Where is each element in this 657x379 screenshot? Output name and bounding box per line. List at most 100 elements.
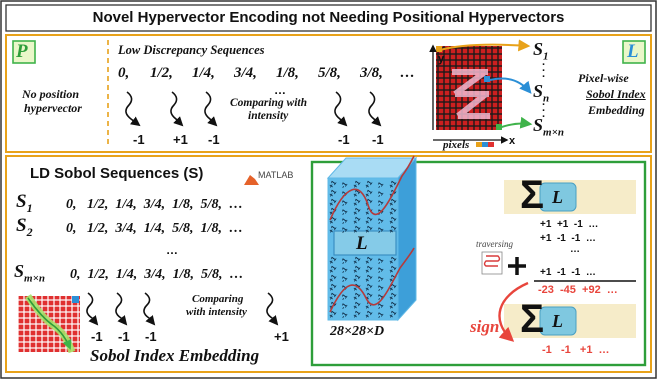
arrow-1 — [125, 91, 141, 127]
cube-sign-glyph: -1 — [376, 257, 385, 266]
grid-bottom-blue-pixel — [72, 296, 79, 303]
cube-sign-glyph: -1 — [340, 293, 349, 302]
cube-sign-glyph: +1 — [364, 216, 374, 227]
cube-sign-glyph: +1 — [352, 256, 362, 267]
cube-sign-glyph: +1 — [352, 180, 362, 191]
seq-4: 1/8, — [276, 65, 299, 81]
cube-sign-glyph: -1 — [376, 293, 385, 302]
row-2: +1 -1 -1 … — [540, 233, 596, 244]
cube-sign-glyph: +1 — [364, 283, 374, 294]
arrow-sn — [489, 77, 532, 94]
cube-sign-glyph: -1 — [376, 284, 385, 293]
cube-sign-glyph: +1 — [328, 256, 338, 267]
cube-sign-glyph: +1 — [364, 256, 374, 267]
arrow-4 — [334, 91, 348, 127]
cube-sign-glyph: +1 — [352, 189, 362, 200]
s2-row-label: S2 — [16, 216, 33, 238]
cube-sign-glyph: +1 — [328, 292, 338, 303]
cube-sign-glyph: +1 — [328, 216, 338, 227]
cube-l-label: L — [356, 233, 368, 254]
cube-sign-glyph: +1 — [352, 207, 362, 218]
sn-letter: S — [533, 81, 544, 101]
grid-bottom-arrow — [27, 297, 72, 350]
cube-sign-glyph: +1 — [328, 274, 338, 285]
bottom-comparing-1: Comparing — [192, 293, 244, 305]
bottom-sign-4: +1 — [274, 329, 289, 344]
cube-sign-glyph: +1 — [388, 180, 398, 191]
matlab-label: MATLAB — [258, 170, 294, 180]
sn-label: Sn — [533, 82, 549, 105]
cube-sign-glyph: +1 — [364, 180, 374, 191]
row-1: +1 +1 -1 … — [540, 219, 599, 230]
smn-row-sub: m×n — [24, 272, 45, 285]
cube-sign-glyph: -1 — [376, 226, 385, 235]
pixelwise-1: Pixel-wise — [578, 71, 629, 85]
sn-sub: n — [543, 92, 550, 105]
cube-sign-glyph: +1 — [388, 301, 398, 312]
sigma-top: Σ — [520, 173, 545, 217]
cube-sign-glyph: +1 — [364, 225, 374, 236]
cube-sign-glyph: -1 — [376, 311, 385, 320]
top-arrows — [125, 91, 382, 127]
cube-sign-glyph: +1 — [388, 216, 398, 227]
cube-sign-glyph: +1 — [388, 292, 398, 303]
smn-row-values: 0, 1/2, 1/4, 3/4, 1/8, 5/8, … — [70, 267, 244, 282]
arrow-3 — [204, 91, 218, 127]
cube-sign-glyph: +1 — [352, 274, 362, 285]
top-ellipsis: … — [274, 83, 286, 97]
smn-row-letter: S — [14, 261, 25, 281]
cube-sign-glyph: -1 — [340, 199, 349, 208]
bottom-sign-3: -1 — [145, 329, 157, 344]
cube-sign-glyph: +1 — [328, 265, 338, 276]
b-arrow-2 — [115, 292, 128, 326]
cube-sign-glyph: +1 — [388, 265, 398, 276]
cube-sign-glyph: +1 — [352, 265, 362, 276]
sums-row: -23 -45 +92 … — [538, 284, 618, 296]
s2-row-letter: S — [16, 215, 27, 236]
cube-sign-glyph: -1 — [340, 302, 349, 311]
pixel-highlight-3 — [484, 76, 490, 82]
l-box-bottom-label: L — [552, 311, 563, 331]
top-sign-4: -1 — [338, 132, 350, 147]
cube-sign-glyph: +1 — [388, 310, 398, 321]
cube-l-box — [333, 230, 397, 256]
sigma-bottom: Σ — [520, 297, 545, 341]
row-3: +1 -1 -1 … — [540, 267, 596, 278]
pixels-legend-3 — [488, 142, 494, 147]
plus-icon — [508, 257, 526, 275]
smn-label: Sm×n — [533, 116, 564, 139]
l-badge-box — [622, 40, 646, 64]
cube-sign-glyph: -1 — [376, 199, 385, 208]
sobol-index-embedding: Sobol Index Embedding — [90, 346, 260, 365]
top-sign-3: -1 — [208, 132, 220, 147]
cube-sign-glyph: -1 — [340, 275, 349, 284]
digit-stroke — [452, 69, 490, 119]
cube-sign-glyph: -1 — [340, 257, 349, 266]
l-badge: L — [627, 41, 639, 62]
cube-sign-glyph: +1 — [388, 207, 398, 218]
s2-row-values: 0, 1/2, 3/4, 1/4, 5/8, 1/8, … — [66, 221, 243, 236]
s1-row-label: S1 — [16, 192, 33, 214]
cube-sign-glyph: +1 — [364, 198, 374, 209]
smn-letter: S — [533, 115, 544, 135]
cube-sign-glyph: +1 — [328, 310, 338, 321]
cube-sign-glyph: +1 — [352, 198, 362, 209]
cube-sign-glyph: +1 — [364, 292, 374, 303]
cube-sign-glyph: +1 — [388, 283, 398, 294]
seq-7: … — [400, 65, 415, 81]
l-box-top-label: L — [552, 187, 563, 207]
seq-2: 1/4, — [192, 65, 215, 81]
s1-sub: 1 — [543, 50, 549, 63]
cube-sign-glyph: +1 — [328, 198, 338, 209]
ld-sequences-label: Low Discrepancy Sequences — [118, 43, 265, 57]
s2-row-sub: 2 — [26, 224, 33, 239]
cube-sign-glyph: -1 — [340, 266, 349, 275]
pixels-legend-2 — [482, 142, 488, 147]
s1-row-letter: S — [16, 191, 27, 212]
l-box-top — [539, 182, 577, 212]
cube-sign-glyph: +1 — [328, 189, 338, 200]
arrow-2 — [170, 91, 184, 127]
cube-side — [397, 156, 417, 322]
vdots-2: · · · — [542, 99, 546, 123]
